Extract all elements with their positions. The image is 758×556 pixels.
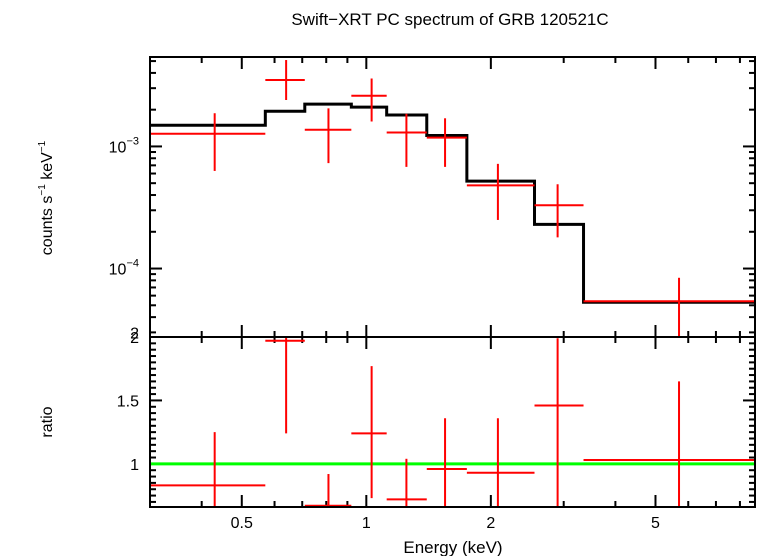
x-tick-label: 0.5 <box>231 515 253 532</box>
y-tick-label: 2 <box>130 330 139 347</box>
chart-title: Swift−XRT PC spectrum of GRB 120521C <box>291 10 608 29</box>
x-tick-label: 5 <box>651 515 660 532</box>
y-tick-label: 1 <box>130 457 139 474</box>
ratio-plot-frame <box>149 336 756 508</box>
y-tick-label: 10−4 <box>109 258 139 279</box>
y-tick-label: 10−3 <box>109 135 139 156</box>
y-tick-label: 1.5 <box>117 393 139 410</box>
x-tick-label: 2 <box>486 515 495 532</box>
spectrum-plot-frame <box>149 56 756 338</box>
ratio-y-axis-label: ratio <box>39 406 56 437</box>
spectrum-y-axis-label: counts s−1 keV−1 <box>37 140 56 255</box>
ratio-panel: 2 1.5 1 0.5 1 2 5 <box>117 330 756 532</box>
spectrum-panel: 10−3 10−4 2 <box>109 56 756 342</box>
x-axis-label: Energy (keV) <box>403 538 502 556</box>
y-tick-label: 2 <box>130 325 139 342</box>
x-tick-label: 1 <box>362 515 371 532</box>
